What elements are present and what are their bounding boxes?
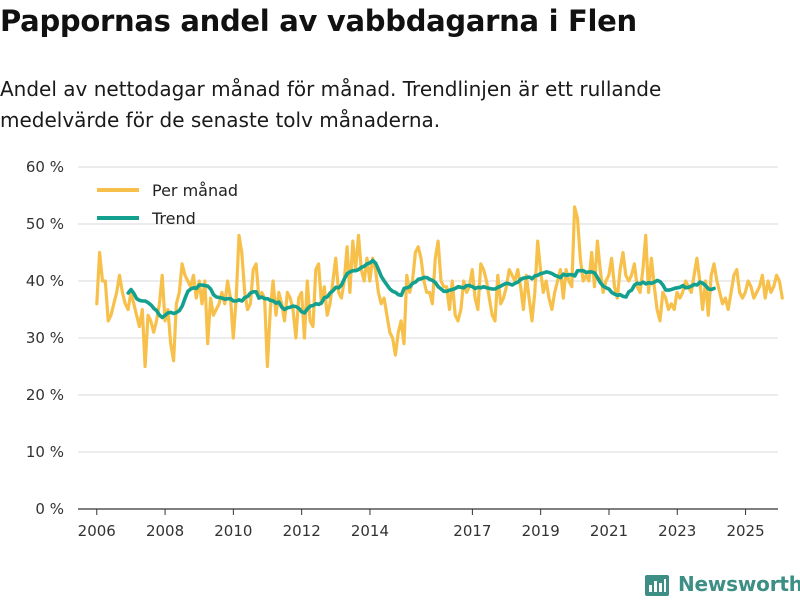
- brand-logo[interactable]: Newsworthy: [644, 568, 800, 600]
- x-tick-label: 2019: [522, 522, 560, 540]
- series-lines: [95, 205, 784, 369]
- x-tick-label: 2006: [78, 522, 116, 540]
- y-tick-label: 30 %: [26, 329, 64, 347]
- chart-title: Pappornas andel av vabbdagarna i Flen: [0, 4, 637, 38]
- y-tick-label: 40 %: [26, 272, 64, 290]
- newsworthy-logo-icon: [645, 575, 669, 596]
- y-tick-label: 20 %: [26, 386, 64, 404]
- x-tick-label: 2017: [453, 522, 491, 540]
- gridlines: 0 % 10 % 20 % 30 % 40 % 50 % 60 %: [26, 158, 778, 518]
- x-tick-label: 2008: [146, 522, 184, 540]
- x-tick-label: 2010: [214, 522, 252, 540]
- monthly-series-line: [95, 205, 784, 369]
- legend-label: Per månad: [152, 181, 238, 200]
- legend: Per månad Trend: [97, 181, 238, 228]
- x-tick-label: 2023: [658, 522, 696, 540]
- y-tick-label: 50 %: [26, 215, 64, 233]
- y-tick-label: 0 %: [35, 500, 64, 518]
- brand-name: Newsworthy: [678, 572, 800, 596]
- legend-label: Trend: [151, 209, 196, 228]
- x-tick-label: 2012: [283, 522, 321, 540]
- y-tick-label: 60 %: [26, 158, 64, 176]
- trend-series-line: [126, 258, 716, 320]
- x-tick-label: 2014: [351, 522, 389, 540]
- y-tick-label: 10 %: [26, 443, 64, 461]
- x-tick-label: 2021: [590, 522, 628, 540]
- x-axis: 2006 2008 2010 2012 2014 2017 2019 2021 2023 2025: [78, 509, 765, 540]
- x-tick-label: 2025: [726, 522, 764, 540]
- chart-subtitle: Andel av nettodagar månad för månad. Tre…: [0, 77, 662, 132]
